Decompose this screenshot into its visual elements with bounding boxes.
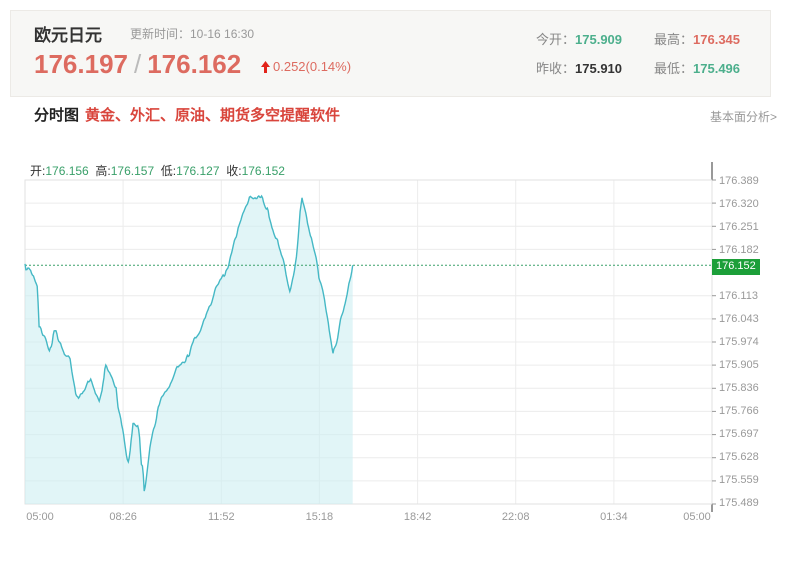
svg-text:175.489: 175.489 [719,497,759,509]
svg-text:08:26: 08:26 [109,511,137,523]
svg-text:176.182: 176.182 [719,244,759,256]
svg-text:176.043: 176.043 [719,313,759,325]
svg-text:175.836: 175.836 [719,382,759,394]
svg-text:05:00: 05:00 [683,511,711,523]
svg-text:175.697: 175.697 [719,428,759,440]
svg-text:175.559: 175.559 [719,474,759,486]
svg-text:176.251: 176.251 [719,221,759,233]
svg-text:05:00: 05:00 [26,511,54,523]
svg-text:175.766: 175.766 [719,405,759,417]
svg-text:176.113: 176.113 [719,290,758,302]
svg-text:22:08: 22:08 [502,511,530,523]
svg-text:01:34: 01:34 [600,511,628,523]
svg-text:15:18: 15:18 [306,511,334,523]
svg-text:175.905: 175.905 [719,359,759,371]
svg-text:175.628: 175.628 [719,451,759,463]
svg-text:175.974: 175.974 [719,336,759,348]
svg-text:176.320: 176.320 [719,198,759,210]
svg-text:18:42: 18:42 [404,511,432,523]
svg-text:176.389: 176.389 [719,175,759,187]
svg-text:11:52: 11:52 [208,511,235,523]
